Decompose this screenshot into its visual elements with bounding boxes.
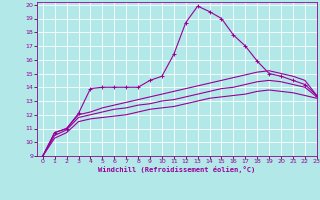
X-axis label: Windchill (Refroidissement éolien,°C): Windchill (Refroidissement éolien,°C): [98, 166, 255, 173]
